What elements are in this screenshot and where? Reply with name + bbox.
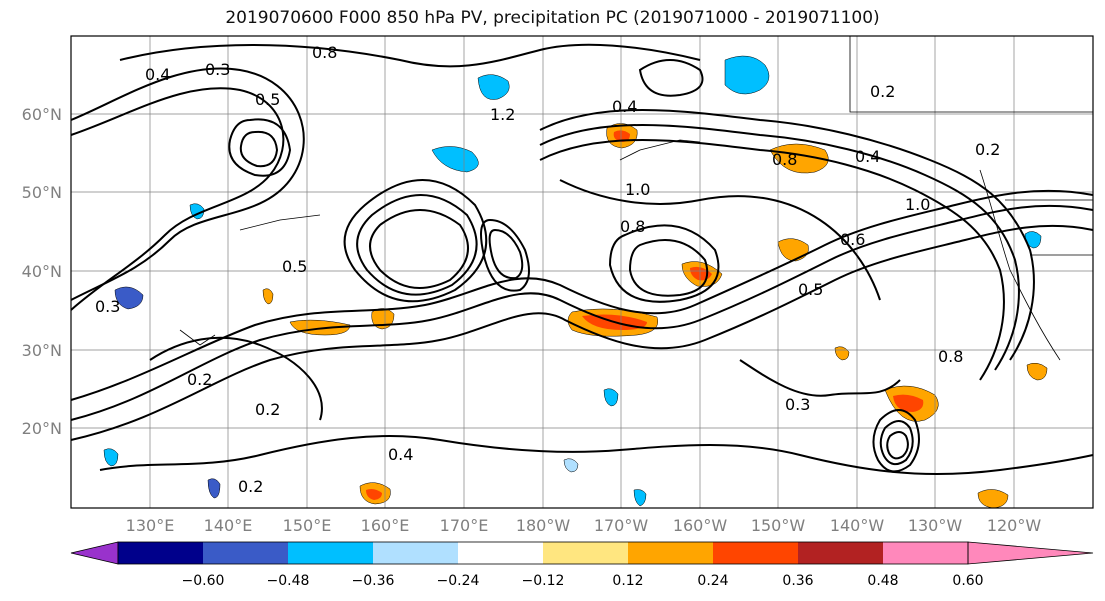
contour-label: 1.2 (490, 105, 515, 124)
colorbar-bin (458, 542, 543, 564)
lon-label: 130°W (908, 516, 963, 535)
lon-label: 180°W (516, 516, 571, 535)
pv-contours (70, 43, 1094, 476)
contour-label: 0.2 (187, 370, 212, 389)
colorbar-bin (118, 542, 203, 564)
contour-label: 0.2 (975, 140, 1000, 159)
lon-label: 130°E (126, 516, 175, 535)
contour-label: 0.8 (938, 347, 963, 366)
colorbar-tick-label: 0.36 (782, 573, 813, 589)
lat-label: 30°N (22, 341, 62, 360)
colorbar-bin (288, 542, 373, 564)
colorbar-bin (798, 542, 883, 564)
longitude-labels: 130°E 140°E 150°E 160°E 170°E 180°W 170°… (126, 516, 1042, 535)
colorbar-tick-label: 0.60 (952, 573, 983, 589)
lon-label: 140°E (204, 516, 253, 535)
coastlines (179, 36, 1094, 361)
lon-label: 120°W (987, 516, 1042, 535)
lon-label: 170°E (440, 516, 489, 535)
contour-label: 0.4 (855, 147, 880, 166)
colorbar-tick-label: −0.36 (352, 573, 395, 589)
contour-label: 0.2 (238, 477, 263, 496)
lon-label: 170°W (594, 516, 649, 535)
lon-label: 150°W (751, 516, 806, 535)
lon-label: 140°W (830, 516, 885, 535)
contour-label: 0.5 (798, 280, 823, 299)
colorbar-tick-label: −0.12 (522, 573, 565, 589)
colorbar-tick-label: 0.12 (612, 573, 643, 589)
contour-label: 0.3 (785, 395, 810, 414)
contour-label: 0.6 (840, 230, 865, 249)
colorbar-bin (543, 542, 628, 564)
colorbar-bin (628, 542, 713, 564)
colorbar-tick-label: −0.48 (267, 573, 310, 589)
colorbar-frame (117, 541, 969, 565)
contour-label: 0.3 (95, 297, 120, 316)
lat-label: 20°N (22, 419, 62, 438)
lon-label: 160°W (673, 516, 728, 535)
colorbar-tick-label: −0.24 (437, 573, 480, 589)
colorbar-tick-label: 0.48 (867, 573, 898, 589)
lon-label: 150°E (283, 516, 332, 535)
colorbar-bin (203, 542, 288, 564)
contour-label: 0.5 (255, 90, 280, 109)
map-title: 2019070600 F000 850 hPa PV, precipitatio… (225, 8, 880, 28)
contour-label: 0.4 (145, 65, 170, 84)
colorbar-tick-label: 0.24 (697, 573, 728, 589)
contour-label: 0.5 (282, 257, 307, 276)
gridlines (71, 36, 1093, 508)
contour-label: 1.0 (905, 195, 930, 214)
contour-label: 1.0 (625, 180, 650, 199)
contour-label-group: 0.8 0.4 0.3 0.5 0.2 1.2 0.4 0.8 0.4 1.0 … (95, 43, 1000, 496)
contour-label: 0.4 (388, 445, 413, 464)
contour-label: 0.8 (772, 150, 797, 169)
colorbar-extend-min (70, 541, 119, 565)
colorbar-bin (883, 542, 968, 564)
colorbar-bin (713, 542, 798, 564)
colorbar: −0.60 −0.48 −0.36 −0.24 −0.12 0.12 0.24 … (70, 541, 1094, 589)
colorbar-tick-label: −0.60 (182, 573, 225, 589)
contour-label: 0.8 (620, 217, 645, 236)
contour-label: 0.2 (870, 82, 895, 101)
lat-label: 60°N (22, 105, 62, 124)
latitude-labels: 60°N 50°N 40°N 30°N 20°N (22, 105, 62, 438)
colorbar-extend-max (967, 541, 1094, 565)
lat-label: 50°N (22, 183, 62, 202)
contour-label: 0.8 (312, 43, 337, 62)
lat-label: 40°N (22, 262, 62, 281)
contour-label: 0.3 (205, 60, 230, 79)
map-panel (71, 36, 1093, 508)
map-frame (70, 35, 1094, 509)
lon-label: 160°E (361, 516, 410, 535)
colorbar-bin (373, 542, 458, 564)
contour-label: 0.4 (612, 97, 637, 116)
contour-label: 0.2 (255, 400, 280, 419)
